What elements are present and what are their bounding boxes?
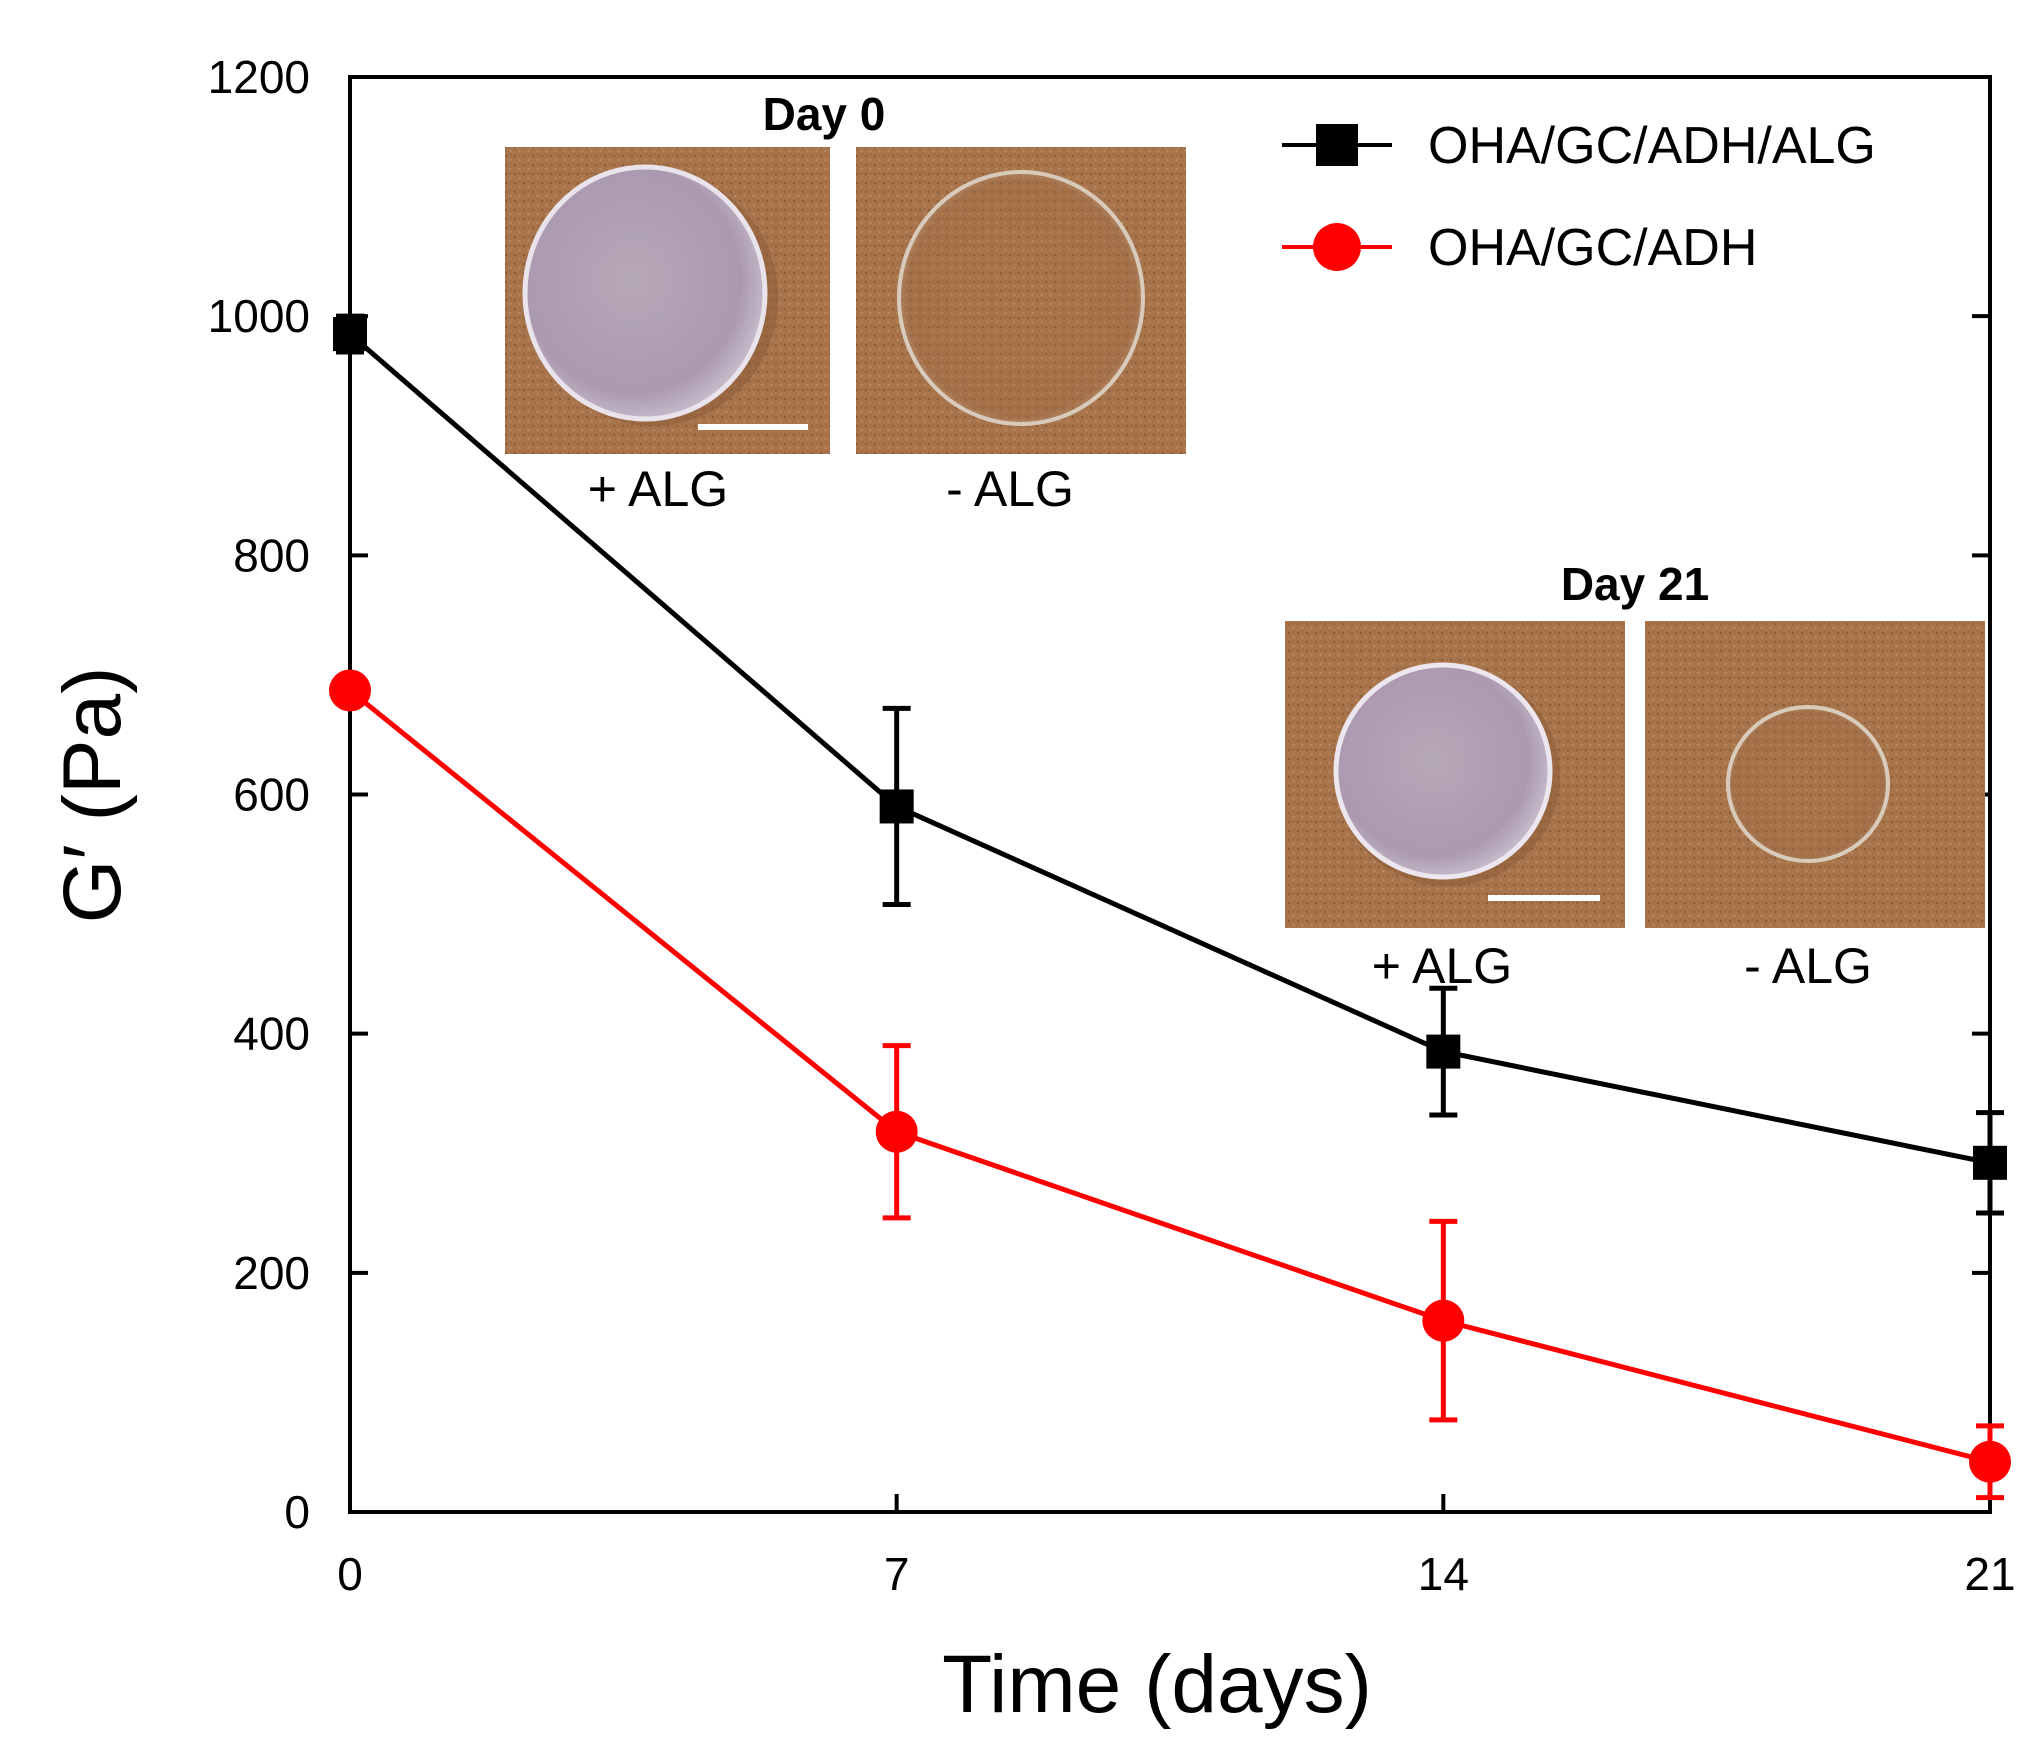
y-tick-label: 800 xyxy=(233,529,310,581)
y-tick-label: 1200 xyxy=(208,51,310,103)
data-point xyxy=(1422,1299,1465,1342)
series-1 xyxy=(329,669,2011,1501)
legend-circle-marker xyxy=(1313,223,1361,271)
inset-day0-plus-alg-label: + ALG xyxy=(588,461,728,517)
legend-item-no-alg: OHA/GC/ADH xyxy=(1282,219,1757,277)
data-point xyxy=(329,669,371,712)
legend-label-alg: OHA/GC/ADH/ALG xyxy=(1428,117,1876,175)
inset-day0-minus-alg-label: - ALG xyxy=(946,461,1074,517)
photo-day0-minus-alg xyxy=(856,147,1186,454)
y-tick-label: 1000 xyxy=(208,290,310,342)
y-tick-label: 0 xyxy=(284,1486,310,1538)
x-axis-ticks: 0 7 14 21 xyxy=(337,1494,2016,1600)
data-point xyxy=(1973,1145,2007,1180)
inset-day-21-title: Day 21 xyxy=(1561,558,1709,610)
inset-day-0: Day 0 + ALG - ALG xyxy=(505,88,1186,517)
legend-label-no-alg: OHA/GC/ADH xyxy=(1428,219,1757,277)
y-tick-label: 600 xyxy=(233,769,310,821)
series-layer xyxy=(329,313,2011,1501)
inset-day21-minus-alg-label: - ALG xyxy=(1744,938,1872,994)
x-tick-label: 0 xyxy=(337,1548,363,1600)
x-tick-label: 7 xyxy=(884,1548,910,1600)
x-axis-title: Time (days) xyxy=(942,1639,1372,1730)
x-tick-label: 21 xyxy=(1964,1548,2015,1600)
y-tick-label: 400 xyxy=(233,1008,310,1060)
data-point xyxy=(875,1110,918,1153)
x-tick-label: 14 xyxy=(1418,1548,1469,1600)
inset-day21-plus-alg-label: + ALG xyxy=(1372,938,1512,994)
series-0 xyxy=(333,313,2007,1216)
inset-day-0-title: Day 0 xyxy=(763,88,886,140)
data-point xyxy=(879,789,914,824)
photo-day21-plus-alg xyxy=(1285,621,1625,928)
legend-square-marker xyxy=(1316,124,1358,166)
legend-item-alg: OHA/GC/ADH/ALG xyxy=(1282,117,1876,175)
data-point xyxy=(333,317,367,352)
data-point xyxy=(1426,1034,1461,1069)
inset-day-21: Day 21 + ALG - ALG xyxy=(1285,558,1985,994)
y-tick-label: 200 xyxy=(233,1247,310,1299)
series-line xyxy=(348,332,1991,1166)
y-axis-title: G′ (Pa) xyxy=(47,667,138,924)
data-point xyxy=(1969,1440,2011,1483)
legend: OHA/GC/ADH/ALG OHA/GC/ADH xyxy=(1282,117,1876,277)
photo-day0-plus-alg xyxy=(505,147,830,454)
photo-day21-minus-alg xyxy=(1645,621,1985,928)
y-axis-ticks: 0 200 400 600 800 1000 1200 xyxy=(208,51,1990,1538)
series-line xyxy=(348,688,1991,1465)
